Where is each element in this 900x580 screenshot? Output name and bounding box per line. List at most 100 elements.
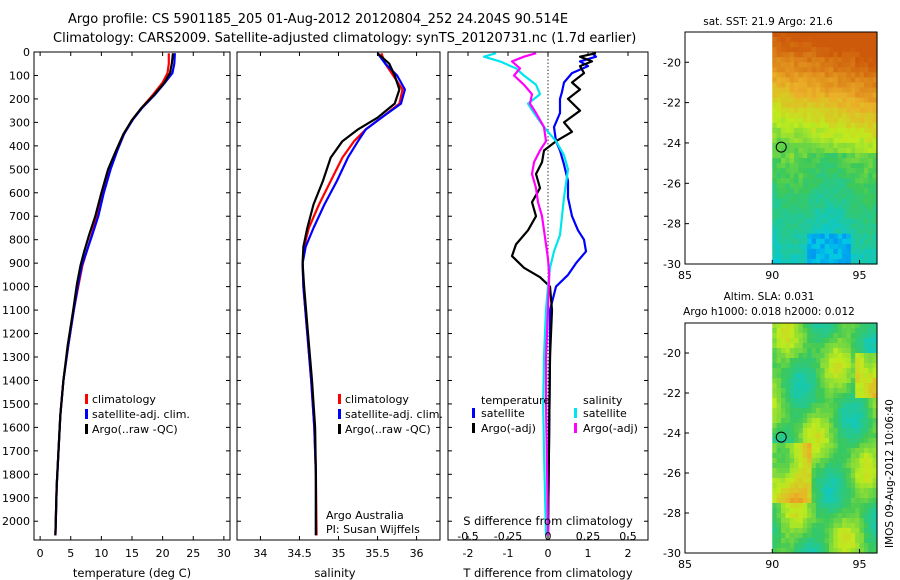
map-cell xyxy=(872,82,878,89)
map-cell xyxy=(846,523,852,529)
map-cell xyxy=(850,243,856,250)
map-cell xyxy=(798,343,804,349)
map-cell xyxy=(798,77,804,84)
map-cell xyxy=(785,503,791,509)
map-cell xyxy=(802,328,808,334)
map-cell xyxy=(850,228,856,235)
map-cell xyxy=(850,238,856,245)
map-cell xyxy=(846,72,852,78)
map-cell xyxy=(815,353,821,359)
map-cell xyxy=(798,188,804,194)
map-cell xyxy=(850,223,856,230)
map-cell xyxy=(789,72,795,78)
map-cell xyxy=(868,373,874,379)
map-cell xyxy=(824,203,830,210)
map-cell xyxy=(872,52,878,58)
map-cell xyxy=(863,353,869,359)
map-cell xyxy=(837,62,843,68)
map-cell xyxy=(802,523,808,529)
map-cell xyxy=(807,87,813,94)
map-cell xyxy=(842,117,848,124)
map-cell xyxy=(776,32,782,38)
map-cell xyxy=(829,57,834,63)
map-cell xyxy=(815,173,821,179)
map-cell xyxy=(872,353,878,359)
map-cell xyxy=(833,338,839,344)
map-cell xyxy=(811,493,817,499)
map-cell xyxy=(798,328,804,334)
map-cell xyxy=(807,488,813,494)
map-cell xyxy=(802,142,808,149)
map-cell xyxy=(781,468,786,474)
map-cell xyxy=(863,52,869,58)
map-cell xyxy=(846,137,852,144)
temperature-panel: 0 5 10 15 20 25 300100200300400500600700800900… xyxy=(2,46,231,580)
map-cell xyxy=(776,493,782,499)
map-cell xyxy=(837,328,843,334)
map-cell xyxy=(824,433,830,439)
map-cell xyxy=(789,423,795,429)
map-cell xyxy=(785,142,791,149)
map-cell xyxy=(846,228,852,235)
map-cell xyxy=(794,373,800,379)
map-cell xyxy=(842,373,848,379)
map-cell xyxy=(855,358,861,364)
map-cell xyxy=(837,32,843,38)
map-cell xyxy=(868,453,874,459)
map-cell xyxy=(811,52,817,58)
map-cell xyxy=(798,87,804,94)
map-cell xyxy=(868,538,874,544)
map-cell xyxy=(855,57,861,63)
map-cell xyxy=(868,413,874,419)
map-cell xyxy=(815,333,821,339)
map-cell xyxy=(824,223,830,230)
map-cell xyxy=(772,538,778,544)
map-cell xyxy=(798,478,804,484)
map-cell xyxy=(811,483,817,489)
map-cell xyxy=(842,433,848,439)
map-cell xyxy=(829,548,834,554)
map-cell xyxy=(829,223,834,230)
map-cell xyxy=(794,208,800,215)
map-cell xyxy=(785,248,791,255)
map-cell xyxy=(855,533,861,539)
map-cell xyxy=(863,92,869,99)
map-cell xyxy=(807,323,813,329)
map-cell xyxy=(802,548,808,554)
map-cell xyxy=(846,513,852,519)
map-cell xyxy=(872,198,878,205)
map-cell xyxy=(789,533,795,539)
map-cell xyxy=(824,228,830,235)
map-cell xyxy=(781,72,786,78)
map-cell xyxy=(802,223,808,230)
map-cell xyxy=(868,82,874,89)
map-cell xyxy=(772,323,778,329)
map-cell xyxy=(820,213,826,220)
map-cell xyxy=(833,87,839,94)
map-cell xyxy=(807,333,813,339)
map-cell xyxy=(859,148,865,154)
s-difference-label: S difference from climatology xyxy=(463,514,633,528)
map-cell xyxy=(863,373,869,379)
map-cell xyxy=(859,92,865,99)
map-cell xyxy=(820,433,826,439)
map-cell xyxy=(807,248,813,255)
map-cell xyxy=(785,498,791,504)
map-cell xyxy=(868,253,874,260)
map-cell xyxy=(842,533,848,539)
map-cell xyxy=(785,458,791,464)
map-cell xyxy=(872,413,878,419)
map-cell xyxy=(868,503,874,509)
map-cell xyxy=(820,122,826,129)
map-cell xyxy=(811,238,817,245)
map-cell xyxy=(815,248,821,255)
map-cell xyxy=(815,408,821,414)
map-cell xyxy=(850,77,856,84)
map-cell xyxy=(829,203,834,210)
map-cell xyxy=(785,132,791,139)
map-cell xyxy=(776,148,782,154)
map-cell xyxy=(855,218,861,225)
map-cell xyxy=(859,463,865,469)
map-cell xyxy=(863,168,869,174)
map-cell xyxy=(789,117,795,124)
